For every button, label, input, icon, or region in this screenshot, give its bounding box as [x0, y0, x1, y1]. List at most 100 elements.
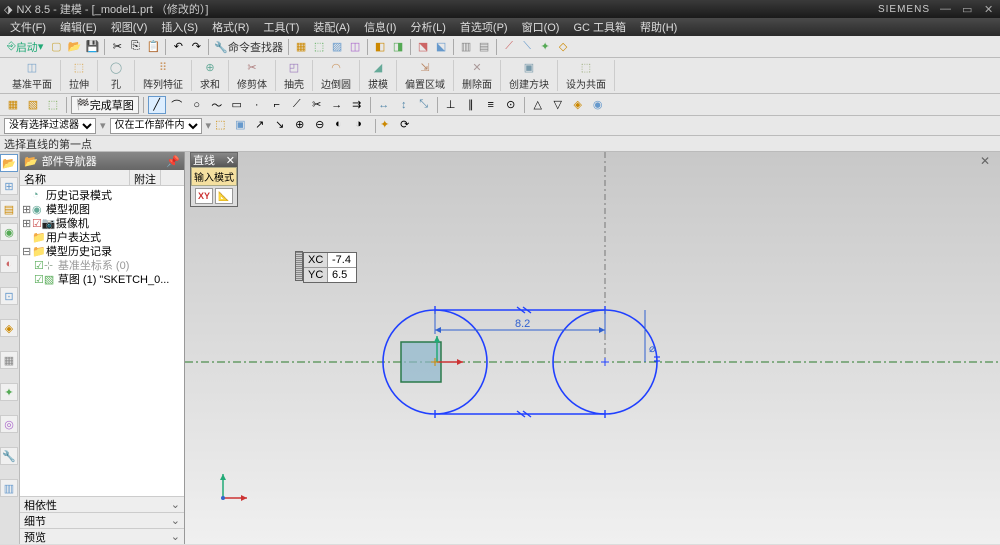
finish-sketch-button[interactable]: 🏁完成草图	[71, 96, 139, 114]
nav-section-details[interactable]: 细节⌄	[20, 512, 184, 528]
filter-icon-9[interactable]: ✦	[380, 118, 396, 134]
graphics-canvas[interactable]: ✕ 直线✕ 输入模式 XY 📐 XC-7.4 YC6.5	[185, 152, 1000, 544]
tb-btn-13[interactable]: ✦	[537, 39, 553, 55]
constraint-1[interactable]: ⊥	[442, 96, 460, 114]
menu-file[interactable]: 文件(F)	[4, 19, 52, 35]
sk-btn-b[interactable]: ▽	[549, 96, 567, 114]
menu-gctoolbox[interactable]: GC 工具箱	[567, 19, 632, 35]
tree-node-expressions[interactable]: 📁用户表达式	[22, 230, 182, 244]
menu-analysis[interactable]: 分析(L)	[404, 19, 451, 35]
nav-section-preview[interactable]: 预览⌄	[20, 528, 184, 544]
paste-icon[interactable]: 📋	[145, 39, 161, 55]
tb-btn-6[interactable]: ◨	[390, 39, 406, 55]
tb-btn-9[interactable]: ▥	[458, 39, 474, 55]
rail-tab-11[interactable]: 🔧	[0, 447, 18, 465]
ribbon-draft[interactable]: ◢拔模	[360, 60, 397, 91]
redo-icon[interactable]: ↷	[188, 39, 204, 55]
constraint-3[interactable]: ≡	[482, 96, 500, 114]
tree-node-history-mode[interactable]: ◔历史记录模式	[22, 188, 182, 202]
filter-icon-6[interactable]: ⊖	[315, 118, 331, 134]
ribbon-shell[interactable]: ◰抽壳	[276, 60, 313, 91]
selection-scope-select[interactable]: 仅在工作部件内	[110, 118, 202, 134]
rail-tab-9[interactable]: ✦	[0, 383, 18, 401]
filter-icon-7[interactable]: ◐	[335, 118, 351, 134]
filter-icon-4[interactable]: ↘	[275, 118, 291, 134]
ribbon-fillet[interactable]: ◠边倒圆	[313, 60, 360, 91]
menu-edit[interactable]: 编辑(E)	[54, 19, 103, 35]
sketch-btn-3[interactable]: ⬚	[44, 96, 62, 114]
ribbon-delete-face[interactable]: ✕删除面	[454, 60, 501, 91]
tb-btn-1[interactable]: ▦	[293, 39, 309, 55]
offset-tool[interactable]: ⇉	[348, 96, 366, 114]
open-icon[interactable]: 📂	[66, 39, 82, 55]
rail-tab-4[interactable]: ◉	[0, 223, 18, 241]
line-tool[interactable]: ╱	[148, 96, 166, 114]
rail-tab-10[interactable]: ◎	[0, 415, 18, 433]
menu-help[interactable]: 帮助(H)	[634, 19, 683, 35]
rect-tool[interactable]: ▭	[228, 96, 246, 114]
rail-tab-6[interactable]: ⊡	[0, 287, 18, 305]
constraint-4[interactable]: ⊙	[502, 96, 520, 114]
fillet-tool[interactable]: ⌐	[268, 96, 286, 114]
ribbon-coplanar[interactable]: ⬚设为共面	[558, 60, 615, 91]
chamfer-tool[interactable]: ⟋	[288, 96, 306, 114]
pin-icon[interactable]: 📌	[166, 155, 180, 168]
rail-tab-5[interactable]: ◐	[0, 255, 18, 273]
rail-tab-7[interactable]: ◈	[0, 319, 18, 337]
new-icon[interactable]: ▢	[48, 39, 64, 55]
tb-btn-7[interactable]: ⬔	[415, 39, 431, 55]
arc-tool[interactable]: ⌒	[168, 96, 186, 114]
rail-tab-8[interactable]: ▦	[0, 351, 18, 369]
close-button[interactable]: ✕	[984, 3, 996, 15]
sk-btn-a[interactable]: △	[529, 96, 547, 114]
ribbon-datum-plane[interactable]: ◫基准平面	[4, 60, 61, 91]
selection-filter-select[interactable]: 没有选择过滤器	[4, 118, 96, 134]
command-finder[interactable]: 🔧命令查找器	[213, 39, 284, 55]
spline-tool[interactable]: 〜	[208, 96, 226, 114]
ribbon-trim[interactable]: ✂修剪体	[229, 60, 276, 91]
menu-prefs[interactable]: 首选项(P)	[454, 19, 514, 35]
tb-btn-11[interactable]: ⟋	[501, 39, 517, 55]
sk-btn-c[interactable]: ◈	[569, 96, 587, 114]
ribbon-pattern[interactable]: ⠿阵列特征	[135, 60, 192, 91]
rail-tab-navigator[interactable]: 📂	[0, 154, 18, 172]
rail-tab-3[interactable]: ▤	[0, 200, 18, 218]
dim-tool-2[interactable]: ↕	[395, 96, 413, 114]
ribbon-extrude[interactable]: ⬚拉伸	[61, 60, 98, 91]
tree-node-sketch[interactable]: ☑▧草图 (1) "SKETCH_0...	[22, 272, 182, 286]
tree-node-datum-csys[interactable]: ☑⊹基准坐标系 (0)	[22, 258, 182, 272]
tb-btn-8[interactable]: ⬕	[433, 39, 449, 55]
ribbon-offset[interactable]: ⇲偏置区域	[397, 60, 454, 91]
copy-icon[interactable]: ⎘	[127, 39, 143, 55]
sketch-btn-2[interactable]: ▧	[24, 96, 42, 114]
constraint-2[interactable]: ∥	[462, 96, 480, 114]
menu-tools[interactable]: 工具(T)	[257, 19, 305, 35]
tb-btn-2[interactable]: ⬚	[311, 39, 327, 55]
tb-btn-12[interactable]: ⟍	[519, 39, 535, 55]
filter-icon-5[interactable]: ⊕	[295, 118, 311, 134]
menu-assembly[interactable]: 装配(A)	[307, 19, 356, 35]
col-name[interactable]: 名称	[20, 170, 130, 185]
extend-tool[interactable]: →	[328, 96, 346, 114]
filter-icon-10[interactable]: ⟳	[400, 118, 416, 134]
filter-icon-3[interactable]: ↗	[255, 118, 271, 134]
trim-tool[interactable]: ✂	[308, 96, 326, 114]
filter-icon-8[interactable]: ◑	[355, 118, 371, 134]
tb-btn-3[interactable]: ▨	[329, 39, 345, 55]
circle-tool[interactable]: ○	[188, 96, 206, 114]
minimize-button[interactable]: —	[940, 3, 952, 15]
filter-icon-1[interactable]: ⬚	[215, 118, 231, 134]
cut-icon[interactable]: ✂	[109, 39, 125, 55]
col-note[interactable]: 附注	[130, 170, 161, 185]
menu-view[interactable]: 视图(V)	[105, 19, 154, 35]
tb-btn-14[interactable]: ◇	[555, 39, 571, 55]
maximize-button[interactable]: ▭	[962, 3, 974, 15]
save-icon[interactable]: 💾	[84, 39, 100, 55]
ribbon-hole[interactable]: ◯孔	[98, 60, 135, 91]
sketch-btn-1[interactable]: ▦	[4, 96, 22, 114]
nav-section-dependency[interactable]: 相依性⌄	[20, 496, 184, 512]
menu-format[interactable]: 格式(R)	[206, 19, 255, 35]
dim-tool-1[interactable]: ↔	[375, 96, 393, 114]
rail-tab-12[interactable]: ▥	[0, 479, 18, 497]
sk-btn-d[interactable]: ◉	[589, 96, 607, 114]
